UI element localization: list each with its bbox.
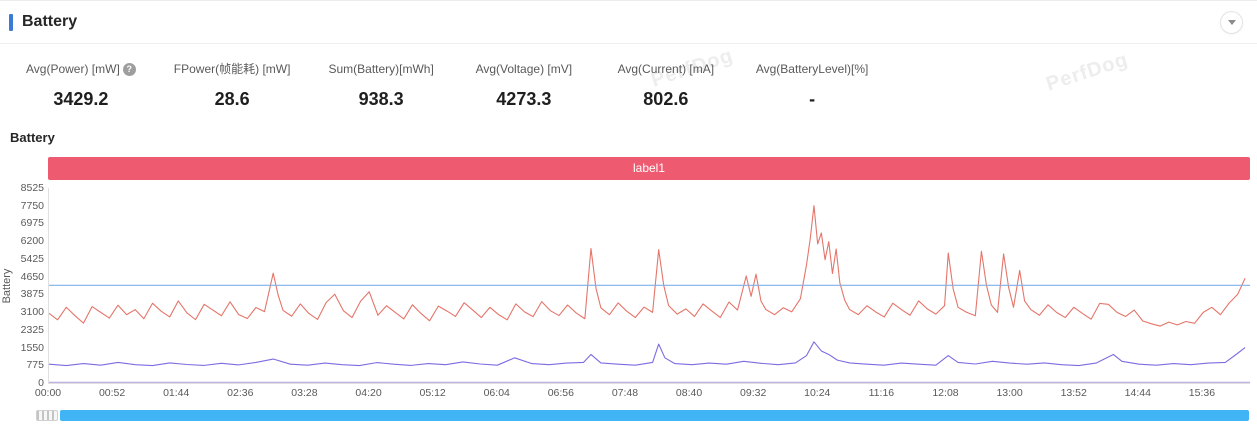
stat-fpower: FPower(帧能耗) [mW] 28.6 (174, 60, 291, 110)
stat-label-text: Avg(Power) [mW] (26, 62, 120, 76)
x-tick-label: 06:04 (483, 387, 510, 399)
stat-avg-power: Avg(Power) [mW]? 3429.2 (26, 60, 136, 110)
stat-label-text: FPower(帧能耗) [mW] (173, 62, 291, 76)
stat-label-avg-power: Avg(Power) [mW]? (26, 62, 136, 76)
x-tick-label: 02:36 (227, 387, 254, 399)
panel-title: Battery (22, 13, 78, 30)
x-tick-label: 08:40 (675, 387, 703, 399)
x-tick-label: 11:16 (868, 387, 895, 399)
x-tick-label: 15:36 (1188, 387, 1216, 399)
x-tick-label: 06:56 (547, 387, 574, 399)
y-tick-label: 4650 (20, 270, 44, 283)
chevron-down-icon (1227, 20, 1236, 25)
stat-label-text: Avg(BatteryLevel)[%] (755, 62, 869, 76)
stat-value-fpower: 28.6 (214, 89, 250, 109)
scrollbar (36, 410, 1249, 421)
panel-header: Battery (0, 1, 1257, 44)
y-tick-label: 3100 (20, 306, 44, 319)
scrollbar-thumb[interactable] (60, 410, 1249, 421)
x-tick-label: 12:08 (932, 387, 959, 399)
stat-label-fpower: FPower(帧能耗) [mW] (174, 60, 291, 77)
y-tick-label: 775 (26, 359, 44, 372)
y-tick-label: 0 (38, 377, 44, 389)
x-tick-label: 13:00 (996, 387, 1023, 399)
y-tick-label: 3875 (20, 288, 44, 301)
x-tick-label: 05:12 (419, 387, 446, 399)
stat-value-avg-power: 3429.2 (53, 89, 109, 109)
stat-label-text: Sum(Battery)[mWh] (328, 62, 434, 76)
stat-label-text: Avg(Voltage) [mV] (475, 62, 573, 76)
x-tick-label: 14:44 (1124, 387, 1151, 399)
scrollbar-left-handle[interactable] (36, 410, 58, 421)
stat-avg-voltage: Avg(Voltage) [mV] 4273.3 (472, 60, 576, 110)
stat-value-avg-battery-level: - (809, 89, 816, 109)
stat-label-sum-battery: Sum(Battery)[mWh] (328, 62, 433, 76)
stats-row: Avg(Power) [mW]? 3429.2 FPower(帧能耗) [mW] 28… (0, 44, 1257, 110)
x-tick-label: 01:44 (163, 387, 190, 399)
battery-chart: label1 Battery 8525 7750 6975 6200 5425 4650 3… (0, 157, 1257, 402)
stat-avg-battery-level: Avg(BatteryLevel)[%] - (756, 60, 869, 110)
series-power (49, 206, 1245, 326)
help-icon[interactable]: ? (122, 62, 136, 76)
x-tick-label: 07:48 (611, 387, 639, 399)
x-tick-label: 10:24 (804, 387, 831, 399)
x-tick-label: 03:28 (291, 387, 318, 399)
accent-bar (9, 13, 13, 31)
y-tick-label: 1550 (20, 341, 44, 354)
y-tick-label: 2325 (20, 323, 44, 336)
chart-canvas (49, 188, 1250, 383)
y-tick-label: 8525 (20, 182, 44, 194)
chart-label-banner: label1 (48, 157, 1250, 180)
stat-avg-current: Avg(Current) [mA] 802.6 (614, 60, 718, 110)
plot-area[interactable]: Battery 8525 7750 6975 6200 5425 4650 3875 3100… (1, 183, 1250, 388)
x-tick-label: 00:52 (98, 387, 126, 399)
stat-value-sum-battery: 938.3 (358, 89, 404, 109)
stat-value-avg-voltage: 4273.3 (496, 89, 552, 109)
stat-label-text: Avg(Current) [mA] (617, 62, 715, 76)
x-axis-labels: 00:00 00:52 01:44 02:36 03:28 04:20 05:12 06:04… (35, 387, 1250, 402)
y-tick-label: 7750 (20, 199, 44, 212)
y-tick-label: 5425 (20, 252, 44, 265)
x-tick-label: 00:00 (34, 387, 62, 399)
stat-label-avg-voltage: Avg(Voltage) [mV] (476, 62, 573, 76)
y-tick-label: 6200 (20, 235, 44, 248)
y-tick-label: 6975 (20, 217, 44, 230)
x-tick-label: 13:52 (1060, 387, 1087, 399)
x-tick-label: 04:20 (355, 387, 382, 399)
stat-sum-battery: Sum(Battery)[mWh] 938.3 (328, 60, 433, 110)
x-tick-label: 09:32 (740, 387, 767, 399)
series-current (49, 342, 1245, 366)
collapse-button[interactable] (1220, 11, 1243, 34)
stat-label-avg-current: Avg(Current) [mA] (618, 62, 714, 76)
stat-value-avg-current: 802.6 (643, 89, 689, 109)
stat-label-avg-battery-level: Avg(BatteryLevel)[%] (756, 62, 869, 76)
chart-section-title: Battery (10, 130, 55, 145)
